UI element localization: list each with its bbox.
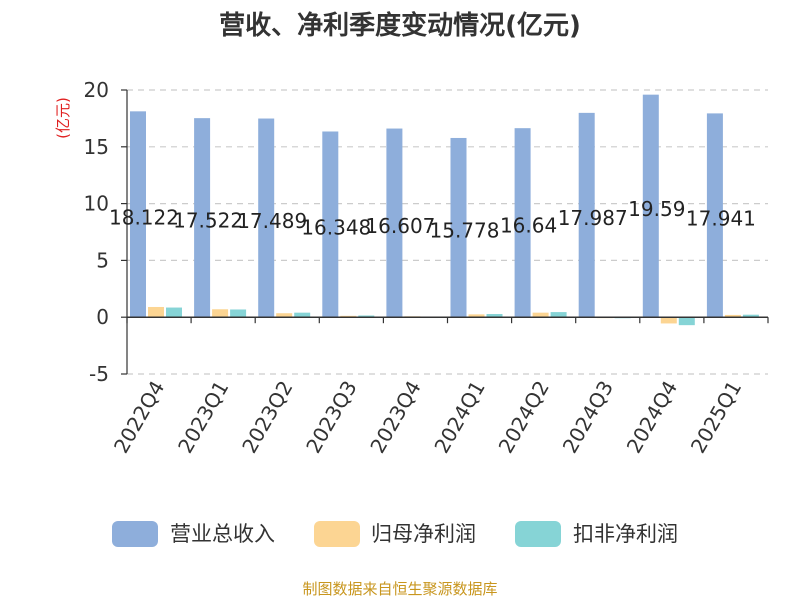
bar-1-2024Q2[interactable] (514, 128, 531, 318)
bar-3-2023Q2[interactable] (294, 312, 311, 318)
y-tick-label: 5 (96, 248, 109, 272)
x-tick-label-2025Q1: 2025Q1 (686, 377, 746, 458)
data-label-2024Q4: 19.59 (628, 197, 685, 221)
x-tick-label-2024Q3: 2024Q3 (558, 377, 618, 458)
axis-layer: -5 0 5 10 15 20 2022Q4 2023Q1 2023Q2 2023Q3 2023Q4… (84, 78, 769, 458)
x-tick-label-2024Q4: 2024Q4 (622, 377, 682, 458)
data-label-2023Q3: 16.348 (301, 215, 371, 239)
x-tick-label-2022Q4: 2022Q4 (109, 377, 169, 458)
bar-2-2025Q1[interactable] (724, 314, 741, 318)
y-tick-label: -5 (89, 362, 109, 386)
data-label-2024Q1: 15.778 (430, 219, 500, 243)
legend-item-1[interactable]: 营业总收入 (112, 521, 275, 547)
legend: 营业总收入 归母净利润 扣非净利润 (112, 521, 678, 547)
legend-swatch (515, 521, 561, 547)
legend-label: 归母净利润 (371, 522, 476, 546)
bar-2-2024Q2[interactable] (532, 312, 549, 318)
data-label-2024Q3: 17.987 (558, 206, 628, 230)
legend-swatch (314, 521, 360, 547)
bar-1-2023Q1[interactable] (194, 118, 211, 318)
chart-title: 营收、净利季度变动情况(亿元) (219, 10, 581, 41)
y-axis-label: (亿元) (54, 97, 72, 139)
bar-1-2024Q1[interactable] (450, 137, 467, 318)
grid-layer (127, 89, 768, 375)
data-label-2025Q1: 17.941 (686, 206, 756, 230)
source-note: 制图数据来自恒生聚源数据库 (302, 580, 497, 598)
bar-3-2023Q1[interactable] (230, 309, 247, 318)
bar-3-2025Q1[interactable] (742, 314, 759, 318)
y-tick-label: 15 (84, 135, 109, 159)
x-tick-label-2024Q2: 2024Q2 (494, 377, 554, 458)
bar-1-2023Q3[interactable] (322, 131, 339, 318)
data-label-2023Q2: 17.489 (237, 209, 307, 233)
legend-item-2[interactable]: 归母净利润 (314, 521, 476, 547)
data-label-2024Q2: 16.64 (500, 214, 557, 238)
legend-label: 扣非净利润 (573, 522, 678, 546)
bar-2-2023Q1[interactable] (212, 309, 229, 318)
data-label-2022Q4: 18.122 (109, 205, 179, 229)
x-tick-label-2024Q1: 2024Q1 (429, 377, 489, 458)
bar-1-2022Q4[interactable] (130, 111, 146, 318)
bar-1-2025Q1[interactable] (706, 113, 723, 318)
bar-1-2024Q3[interactable] (578, 112, 595, 318)
bar-3-2024Q2[interactable] (550, 312, 567, 318)
y-tick-label: 0 (96, 305, 109, 329)
data-label-2023Q1: 17.522 (173, 209, 243, 233)
x-tick-label-2023Q4: 2023Q4 (365, 377, 425, 458)
bars-layer (130, 94, 759, 326)
bar-3-2023Q3[interactable] (358, 315, 375, 318)
bar-2-2024Q4[interactable] (660, 317, 677, 324)
bar-2-2024Q1[interactable] (468, 314, 485, 318)
x-tick-label-2023Q1: 2023Q1 (173, 377, 233, 458)
bar-1-2023Q4[interactable] (386, 128, 403, 318)
x-tick-label-2023Q3: 2023Q3 (301, 377, 361, 458)
bar-3-2022Q4[interactable] (166, 307, 182, 318)
bar-1-2023Q2[interactable] (258, 118, 275, 318)
y-tick-label: 20 (84, 78, 109, 102)
bar-3-2024Q4[interactable] (678, 317, 695, 326)
legend-swatch (112, 521, 158, 547)
bar-3-2024Q1[interactable] (486, 314, 503, 318)
legend-label: 营业总收入 (170, 522, 275, 546)
bar-2-2023Q2[interactable] (276, 313, 293, 318)
data-label-2023Q4: 16.607 (365, 214, 435, 238)
bar-1-2024Q4[interactable] (642, 94, 659, 318)
legend-item-3[interactable]: 扣非净利润 (515, 521, 678, 547)
y-tick-label: 10 (84, 192, 109, 216)
bar-2-2022Q4[interactable] (148, 306, 164, 318)
x-tick-label-2023Q2: 2023Q2 (237, 377, 297, 458)
